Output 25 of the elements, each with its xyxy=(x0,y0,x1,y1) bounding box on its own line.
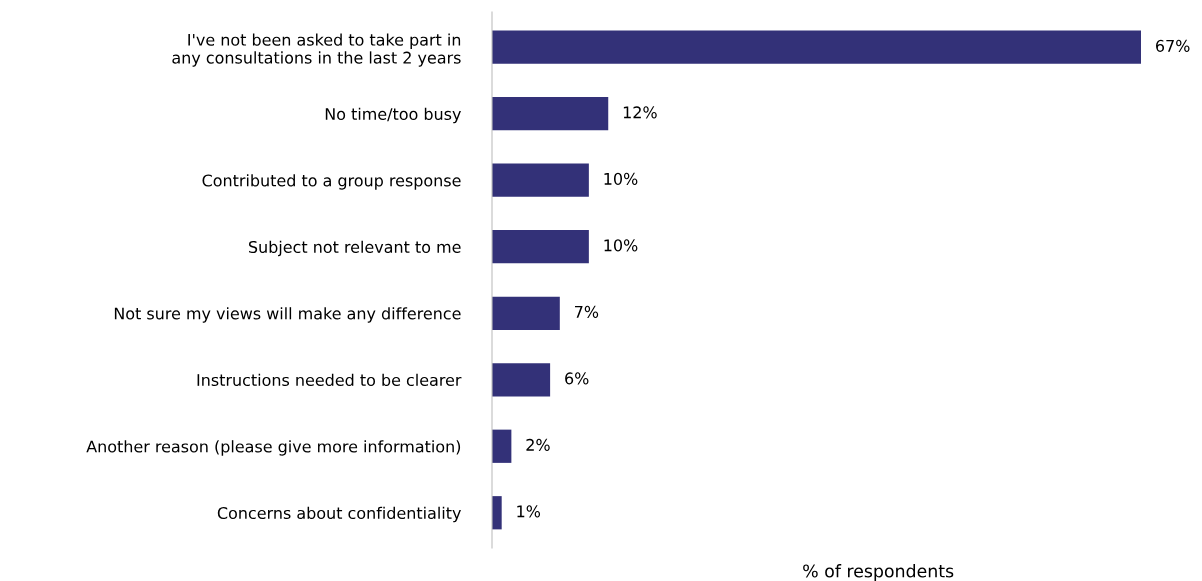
data-label: 7% xyxy=(575,305,599,318)
bar xyxy=(492,496,502,530)
data-label: 67% xyxy=(1156,39,1190,52)
bar xyxy=(492,163,589,197)
bar xyxy=(492,296,560,330)
y-tick-label: Instructions needed to be clearer xyxy=(197,373,462,387)
bar xyxy=(492,230,589,264)
y-tick-label: Not sure my views will make any difference xyxy=(114,307,461,323)
data-label: 1% xyxy=(517,505,541,518)
data-label: 12% xyxy=(623,106,657,119)
bar xyxy=(492,429,512,463)
y-tick-label: Subject not relevant to me xyxy=(248,240,461,257)
x-axis-title: % of respondents xyxy=(803,564,954,581)
bar xyxy=(492,363,551,397)
y-tick-label: Concerns about confidentiality xyxy=(217,506,461,523)
y-tick-label: No time/too busy xyxy=(325,107,461,124)
y-tick-label: Contributed to a group response xyxy=(202,174,461,190)
bar xyxy=(492,97,609,131)
data-label: 6% xyxy=(565,372,589,385)
bar xyxy=(492,30,1141,64)
data-label: 2% xyxy=(526,438,550,451)
data-label: 10% xyxy=(604,172,638,185)
y-tick-label: Another reason (please give more information) xyxy=(86,440,461,456)
data-label: 10% xyxy=(604,239,638,252)
y-tick-label: I've not been asked to take part in any consultations in the last 2 years xyxy=(172,33,461,67)
